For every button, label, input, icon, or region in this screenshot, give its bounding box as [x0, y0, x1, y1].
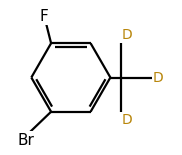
Text: D: D: [121, 113, 132, 127]
Text: D: D: [153, 71, 164, 84]
Text: D: D: [121, 28, 132, 42]
Text: Br: Br: [17, 133, 34, 148]
Text: F: F: [39, 9, 48, 24]
